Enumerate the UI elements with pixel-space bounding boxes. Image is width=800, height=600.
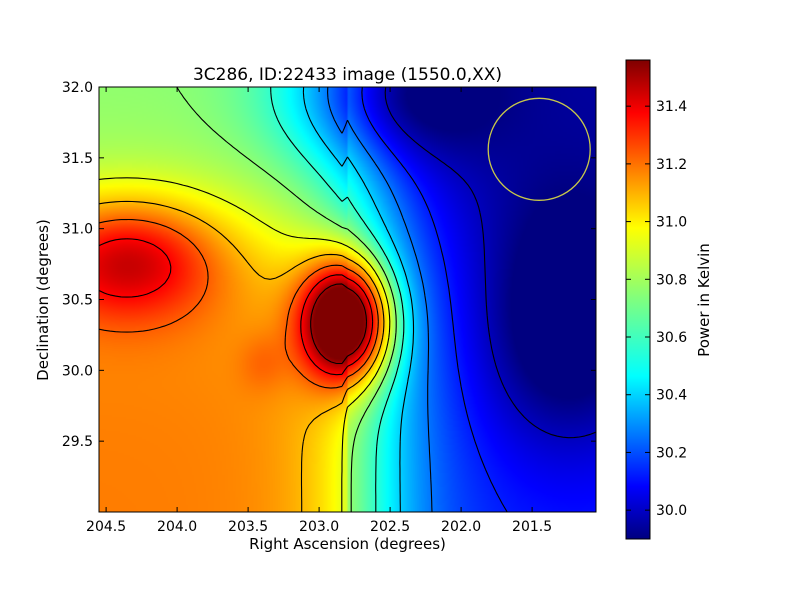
- contour-level-1: [361, 87, 508, 512]
- colorbar-tick-label: 30.8: [656, 272, 687, 288]
- x-axis-label: Right Ascension (degrees): [249, 535, 446, 553]
- x-tick-label: 202.5: [370, 519, 410, 535]
- colorbar-tick-label: 30.2: [656, 445, 687, 461]
- heatmap-image: [99, 87, 596, 512]
- contour-level-5: [176, 87, 397, 512]
- contour-level-0: [384, 87, 596, 439]
- contour-level-7: [99, 200, 385, 512]
- colorbar-tick-label: 31.4: [656, 99, 687, 115]
- x-tick-label: 203.0: [299, 519, 339, 535]
- y-axis-label: Declination (degrees): [34, 219, 52, 381]
- contour-level-4: [270, 87, 405, 512]
- y-tick-label: 32.0: [62, 80, 93, 96]
- beam-circle: [487, 97, 591, 201]
- colorbar-tick-label: 30.0: [656, 503, 687, 519]
- x-tick-label: 201.5: [512, 519, 552, 535]
- x-tick-label: 202.0: [441, 519, 481, 535]
- x-axis-ticks: 204.5 204.0 203.5 203.0 202.5 202.0 201.5: [86, 87, 552, 535]
- colorbar-gradient: [625, 59, 651, 540]
- y-tick-label: 30.5: [62, 293, 93, 309]
- colorbar-tick-label: 31.2: [656, 157, 687, 173]
- x-tick-label: 204.0: [157, 519, 197, 535]
- contour-level-3: [302, 87, 415, 512]
- y-tick-label: 31.5: [62, 151, 93, 167]
- x-tick-label: 203.5: [228, 519, 268, 535]
- colorbar-tick-label: 31.0: [656, 215, 687, 231]
- colorbar-tick-label: 30.4: [656, 388, 687, 404]
- chart-title: 3C286, ID:22433 image (1550.0,XX): [193, 65, 502, 85]
- colorbar-tick-label: 30.6: [656, 330, 687, 346]
- y-tick-label: 29.5: [62, 434, 93, 450]
- contour-lines: [99, 87, 596, 512]
- contour-level-8: [99, 218, 379, 389]
- contour-level-6: [99, 177, 391, 512]
- y-axis-ticks: 29.5 30.0 30.5 31.0 31.5 32.0: [62, 80, 596, 450]
- contour-level-10: [310, 283, 368, 365]
- colorbar-ticks: 30.0 30.2 30.4 30.6 30.8 31.0 31.2 31.4: [626, 99, 687, 519]
- colorbar: 30.0 30.2 30.4 30.6 30.8 31.0 31.2 31.4 Power i…: [625, 59, 713, 540]
- contour-level-9: [99, 238, 374, 376]
- x-tick-label: 204.5: [86, 519, 126, 535]
- colorbar-label: Power in Kelvin: [695, 243, 713, 357]
- y-tick-label: 31.0: [62, 222, 93, 238]
- contour-level-2: [327, 87, 433, 512]
- plot-area: 204.5 204.0 203.5 203.0 202.5 202.0 201.5 29.5…: [62, 80, 597, 535]
- y-tick-label: 30.0: [62, 363, 93, 379]
